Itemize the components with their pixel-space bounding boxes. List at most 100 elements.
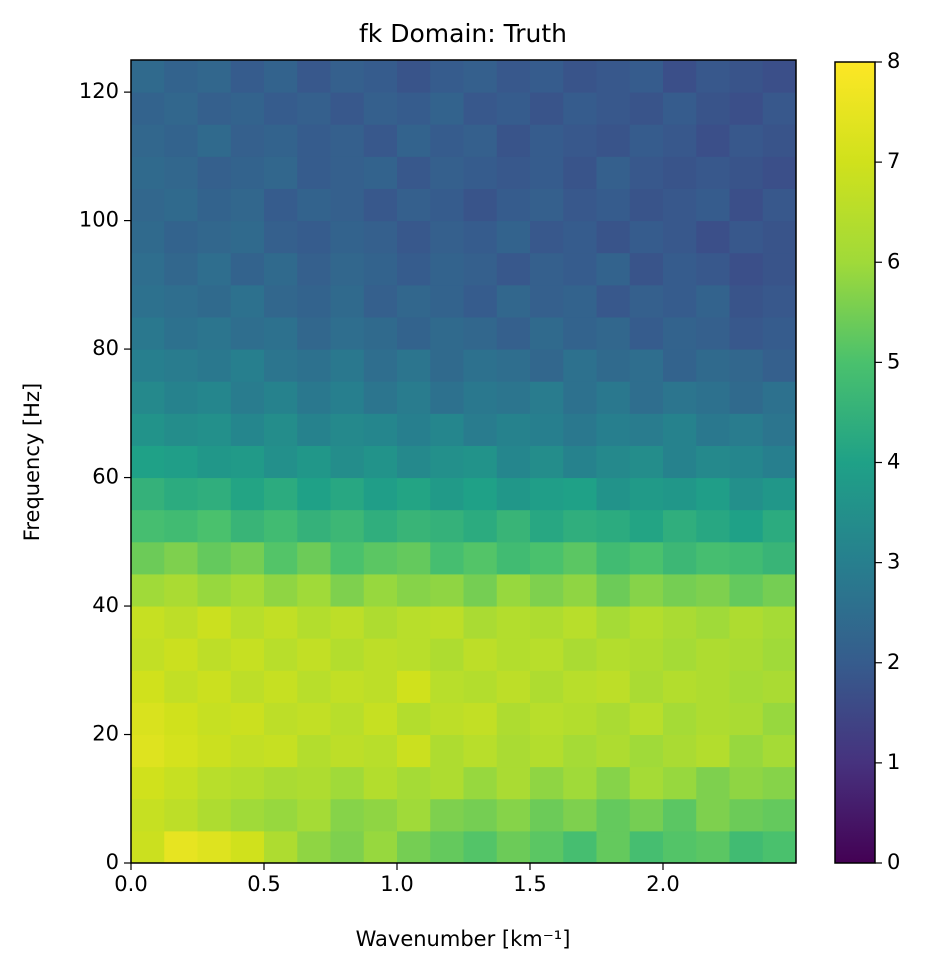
heatmap-cell: [663, 445, 697, 479]
heatmap-cell: [530, 638, 564, 671]
x-tick-label: 0.5: [247, 872, 280, 896]
heatmap-cell: [696, 349, 730, 382]
heatmap-cell: [762, 188, 797, 222]
heatmap-cell: [563, 477, 597, 511]
heatmap-cell: [164, 124, 198, 157]
heatmap-cell: [297, 349, 331, 382]
heatmap-cell: [729, 541, 764, 575]
heatmap-cell: [430, 573, 464, 607]
heatmap-cell: [363, 445, 398, 479]
heatmap-cell: [729, 349, 764, 382]
heatmap-cell: [696, 638, 730, 671]
heatmap-cell: [230, 156, 265, 189]
heatmap-cell: [663, 638, 697, 671]
heatmap-cell: [530, 734, 564, 768]
heatmap-cell: [264, 445, 298, 479]
heatmap-cell: [363, 606, 398, 639]
heatmap-cell: [197, 638, 232, 671]
heatmap-cell: [496, 541, 531, 575]
heatmap-cell: [197, 252, 232, 286]
heatmap-cell: [430, 349, 464, 382]
heatmap-cell: [330, 124, 365, 157]
heatmap-cell: [463, 252, 498, 286]
heatmap-cell: [729, 220, 764, 254]
heatmap-cell: [762, 509, 797, 543]
heatmap-cell: [563, 381, 597, 414]
heatmap-cell: [663, 573, 697, 607]
heatmap-cell: [762, 670, 797, 703]
y-tick-label: 60: [92, 465, 119, 489]
heatmap-cell: [297, 798, 331, 832]
heatmap-cell: [363, 156, 398, 189]
heatmap-cell: [496, 638, 531, 671]
heatmap-cell: [463, 220, 498, 254]
heatmap-cell: [729, 124, 764, 157]
heatmap-cell: [363, 798, 398, 832]
heatmap-cell: [131, 734, 165, 768]
heatmap-cell: [330, 413, 365, 446]
heatmap-cell: [530, 509, 564, 543]
heatmap-cell: [629, 220, 664, 254]
heatmap-cell: [530, 445, 564, 479]
heatmap-cell: [264, 638, 298, 671]
heatmap-cell: [330, 638, 365, 671]
heatmap-cell: [230, 60, 265, 93]
heatmap-cell: [264, 284, 298, 318]
x-tick-label: 1.5: [513, 872, 546, 896]
heatmap-cell: [264, 670, 298, 703]
heatmap-cell: [629, 830, 664, 864]
heatmap-cell: [397, 573, 431, 607]
heatmap-cell: [197, 156, 232, 189]
heatmap-cell: [297, 766, 331, 800]
heatmap-cell: [230, 284, 265, 318]
heatmap-cell: [496, 156, 531, 189]
heatmap-cells: [131, 60, 797, 864]
heatmap-cell: [131, 92, 165, 125]
heatmap-cell: [663, 381, 697, 414]
heatmap-cell: [563, 188, 597, 222]
heatmap-cell: [430, 413, 464, 446]
heatmap-cell: [663, 670, 697, 703]
heatmap-cell: [131, 541, 165, 575]
heatmap-cell: [230, 766, 265, 800]
heatmap-cell: [496, 606, 531, 639]
heatmap-cell: [496, 381, 531, 414]
heatmap-cell: [629, 477, 664, 511]
heatmap-cell: [264, 220, 298, 254]
colorbar-tick-label: 0: [887, 850, 900, 874]
heatmap-cell: [530, 124, 564, 157]
heatmap-cell: [530, 220, 564, 254]
heatmap-cell: [430, 92, 464, 125]
heatmap-cell: [397, 188, 431, 222]
heatmap-cell: [430, 670, 464, 703]
heatmap-cell: [530, 670, 564, 703]
heatmap-cell: [297, 381, 331, 414]
heatmap-cell: [397, 220, 431, 254]
heatmap-cell: [563, 220, 597, 254]
heatmap-cell: [762, 124, 797, 157]
heatmap-cell: [596, 445, 631, 479]
heatmap-cell: [131, 252, 165, 286]
heatmap-cell: [164, 252, 198, 286]
heatmap-cell: [463, 606, 498, 639]
heatmap-cell: [164, 349, 198, 382]
heatmap-cell: [230, 252, 265, 286]
heatmap-cell: [297, 316, 331, 350]
x-tick-label: 2.0: [646, 872, 679, 896]
heatmap-cell: [397, 316, 431, 350]
heatmap-cell: [164, 606, 198, 639]
heatmap-cell: [463, 830, 498, 864]
heatmap-cell: [530, 188, 564, 222]
heatmap-cell: [297, 413, 331, 446]
heatmap-cell: [663, 509, 697, 543]
heatmap-cell: [696, 252, 730, 286]
heatmap-cell: [264, 413, 298, 446]
heatmap-cell: [496, 252, 531, 286]
heatmap-cell: [164, 766, 198, 800]
heatmap-cell: [230, 124, 265, 157]
heatmap-cell: [563, 702, 597, 736]
heatmap-cell: [131, 798, 165, 832]
heatmap-cell: [496, 734, 531, 768]
heatmap-cell: [762, 606, 797, 639]
